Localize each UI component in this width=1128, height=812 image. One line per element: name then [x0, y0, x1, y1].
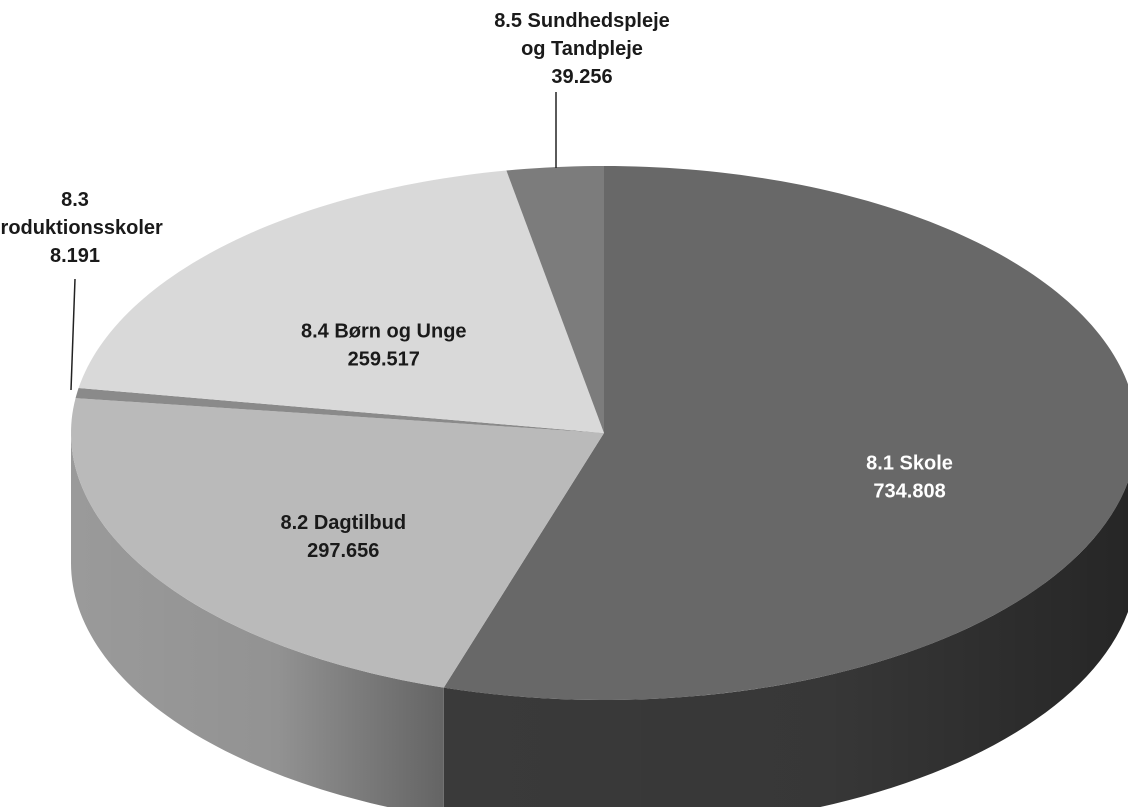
- slice-side-8-1-skole-shade: [443, 481, 1128, 812]
- data-label-8-5-sundhedspleje-og-tandpleje: 8.5 Sundhedspleje og Tandpleje 39.256: [494, 10, 670, 88]
- data-label-8-2-dagtilbud: 8.2 Dagtilbud 297.656: [280, 512, 406, 562]
- slice-8-5-sundhedspleje-og-tandpleje: [506, 166, 604, 433]
- data-label-8-3-produktionsskoler: 8.3 Produktionsskoler 8.191: [0, 189, 163, 267]
- slice-category-label: Produktionsskoler: [0, 217, 163, 239]
- slice-category-label: 8.2 Dagtilbud: [280, 512, 406, 534]
- slice-value-label: 297.656: [307, 540, 379, 562]
- slice-category-label: 8.5 Sundhedspleje: [494, 10, 670, 32]
- slice-value-label: 8.191: [50, 245, 100, 267]
- slice-value-label: 734.808: [873, 481, 945, 503]
- slice-side-8-2-dagtilbud-shade: [71, 433, 444, 812]
- slice-8-2-dagtilbud: [71, 398, 604, 688]
- leader-line-8-3-produktionsskoler: [70, 278, 76, 391]
- slice-value-label: 39.256: [551, 66, 612, 88]
- slice-8-4-b-rn-og-unge: [78, 170, 605, 433]
- data-label-8-4-b-rn-og-unge: 8.4 Børn og Unge 259.517: [301, 320, 467, 370]
- slice-category-label: 8.3: [61, 189, 89, 211]
- slice-category-label: og Tandpleje: [521, 38, 643, 60]
- slice-category-label: 8.4 Børn og Unge: [301, 320, 467, 342]
- slice-value-label: 259.517: [348, 348, 420, 370]
- slice-category-label: 8.1 Skole: [866, 453, 953, 475]
- data-label-8-1-skole: 8.1 Skole 734.808: [866, 453, 953, 503]
- slice-8-3-produktionsskoler: [75, 388, 604, 433]
- slice-8-1-skole: [443, 166, 1128, 700]
